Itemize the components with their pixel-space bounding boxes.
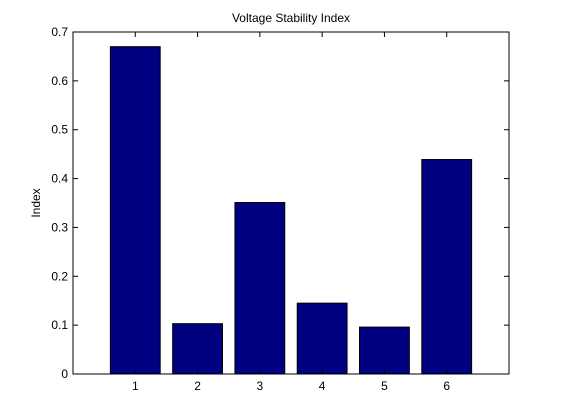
y-axis-label: Index bbox=[29, 188, 43, 217]
x-tick-label: 2 bbox=[194, 379, 201, 393]
bar-3 bbox=[234, 202, 286, 375]
bar-1 bbox=[109, 46, 161, 375]
y-tick-label: 0.4 bbox=[51, 172, 68, 186]
y-tick-label: 0 bbox=[61, 367, 68, 381]
x-tick-label: 3 bbox=[257, 379, 264, 393]
x-tick-label: 1 bbox=[132, 379, 139, 393]
y-axis: 0 0.1 0.2 0.3 0.4 0.5 0.6 0.7 bbox=[51, 25, 509, 381]
bars bbox=[109, 46, 473, 375]
bar-2 bbox=[172, 323, 223, 375]
y-tick-label: 0.6 bbox=[51, 74, 68, 88]
bar-6 bbox=[421, 159, 473, 375]
plot-frame bbox=[72, 31, 510, 375]
y-tick-label: 0.5 bbox=[51, 123, 68, 137]
y-tick-label: 0.2 bbox=[51, 269, 68, 283]
x-tick-label: 5 bbox=[381, 379, 388, 393]
x-axis: 1 2 3 4 5 6 bbox=[132, 32, 450, 393]
x-tick-label: 6 bbox=[443, 379, 450, 393]
bar-4 bbox=[296, 302, 348, 375]
y-tick-label: 0.7 bbox=[51, 25, 68, 39]
y-tick-label: 0.3 bbox=[51, 220, 68, 234]
bar-5 bbox=[359, 326, 410, 375]
chart-title: Voltage Stability Index bbox=[232, 11, 350, 25]
y-tick-label: 0.1 bbox=[51, 318, 68, 332]
x-tick-label: 4 bbox=[319, 379, 326, 393]
